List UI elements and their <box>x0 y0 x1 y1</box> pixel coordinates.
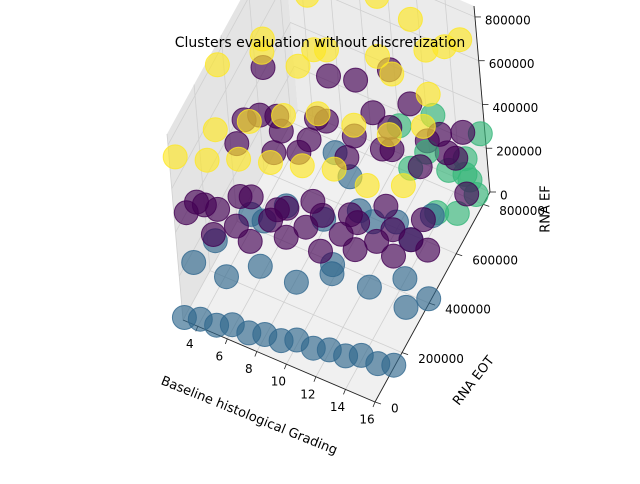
data-point <box>365 43 390 69</box>
x-tick-mark <box>343 389 346 395</box>
data-point <box>296 127 322 153</box>
data-point <box>410 207 436 233</box>
data-point <box>343 67 369 93</box>
x-tick-label: 4 <box>186 337 194 351</box>
y-tick-label: 400000 <box>445 303 491 317</box>
data-point <box>289 153 315 179</box>
data-point <box>305 101 331 127</box>
data-point <box>283 269 309 295</box>
x-tick-label: 12 <box>300 387 315 401</box>
data-point <box>450 119 476 145</box>
data-point <box>416 286 442 312</box>
data-point <box>381 352 407 378</box>
y-tick-label: 800000 <box>499 204 545 218</box>
data-point <box>184 189 209 215</box>
x-tick-label: 10 <box>271 375 286 389</box>
tick-labels: 4681012141602000004000006000008000000200… <box>186 13 545 426</box>
x-tick-label: 14 <box>330 400 345 414</box>
z-tick-label: 0 <box>500 189 508 203</box>
y-tick-mark <box>374 401 382 405</box>
x-tick-mark <box>372 401 376 408</box>
data-point <box>194 147 220 173</box>
data-point <box>397 6 423 32</box>
data-point <box>354 173 380 198</box>
data-point <box>364 228 390 254</box>
data-point <box>223 213 249 239</box>
x-tick-mark <box>284 364 287 370</box>
grid-line-z <box>167 0 476 146</box>
x-tick-mark <box>254 351 258 357</box>
y-tick-label: 200000 <box>418 352 464 366</box>
data-point <box>249 26 275 52</box>
z-tick-label: 800000 <box>485 13 531 27</box>
data-point <box>258 150 283 175</box>
y-tick-label: 0 <box>391 402 399 416</box>
data-point <box>410 113 436 139</box>
data-point <box>454 181 480 207</box>
data-point <box>258 207 284 233</box>
data-point <box>321 156 347 182</box>
y-tick-mark <box>483 203 490 207</box>
data-point <box>271 103 296 128</box>
y-tick-label: 600000 <box>472 253 518 267</box>
data-point <box>328 221 354 247</box>
data-point <box>393 294 419 320</box>
data-point <box>236 109 262 134</box>
data-point <box>364 0 389 9</box>
data-points <box>162 0 493 378</box>
data-point <box>447 27 473 53</box>
data-point <box>415 81 441 107</box>
y-tick-mark <box>401 352 409 355</box>
data-point <box>356 274 382 300</box>
data-point <box>238 184 264 210</box>
data-point <box>360 100 386 126</box>
data-point <box>205 196 231 222</box>
data-point <box>341 112 367 138</box>
z-tick-label: 200000 <box>496 145 542 159</box>
data-point <box>376 122 402 148</box>
data-point <box>316 63 341 89</box>
data-point <box>181 250 207 275</box>
x-tick-mark <box>313 376 317 382</box>
z-tick-label: 600000 <box>489 57 535 71</box>
chart-title: Clusters evaluation without discretizati… <box>174 35 466 51</box>
data-point <box>392 266 418 292</box>
y-tick-mark <box>456 253 463 257</box>
data-point <box>204 52 230 78</box>
x-tick-label: 8 <box>245 362 253 376</box>
z-axis-line <box>473 5 491 193</box>
data-point <box>273 224 299 250</box>
data-point <box>413 37 439 63</box>
data-point <box>381 243 406 269</box>
data-point <box>314 37 339 63</box>
data-point <box>295 0 319 8</box>
data-point <box>390 173 416 199</box>
data-point <box>226 146 252 172</box>
data-point <box>214 264 239 290</box>
z-tick-label: 400000 <box>493 101 539 115</box>
data-point <box>285 53 311 79</box>
x-tick-mark <box>224 338 228 345</box>
data-point <box>407 154 433 180</box>
data-point <box>379 61 405 87</box>
x-tick-label: 6 <box>215 349 223 363</box>
x-tick-label: 16 <box>359 413 374 427</box>
data-point <box>202 117 228 143</box>
data-point <box>247 253 273 279</box>
data-point <box>308 238 333 264</box>
data-point <box>373 193 399 219</box>
z-axis-label: RNA EF <box>539 185 554 232</box>
data-point <box>443 145 469 171</box>
data-point <box>293 214 319 240</box>
data-point <box>319 261 345 287</box>
data-point <box>162 144 188 170</box>
data-point <box>200 222 226 247</box>
